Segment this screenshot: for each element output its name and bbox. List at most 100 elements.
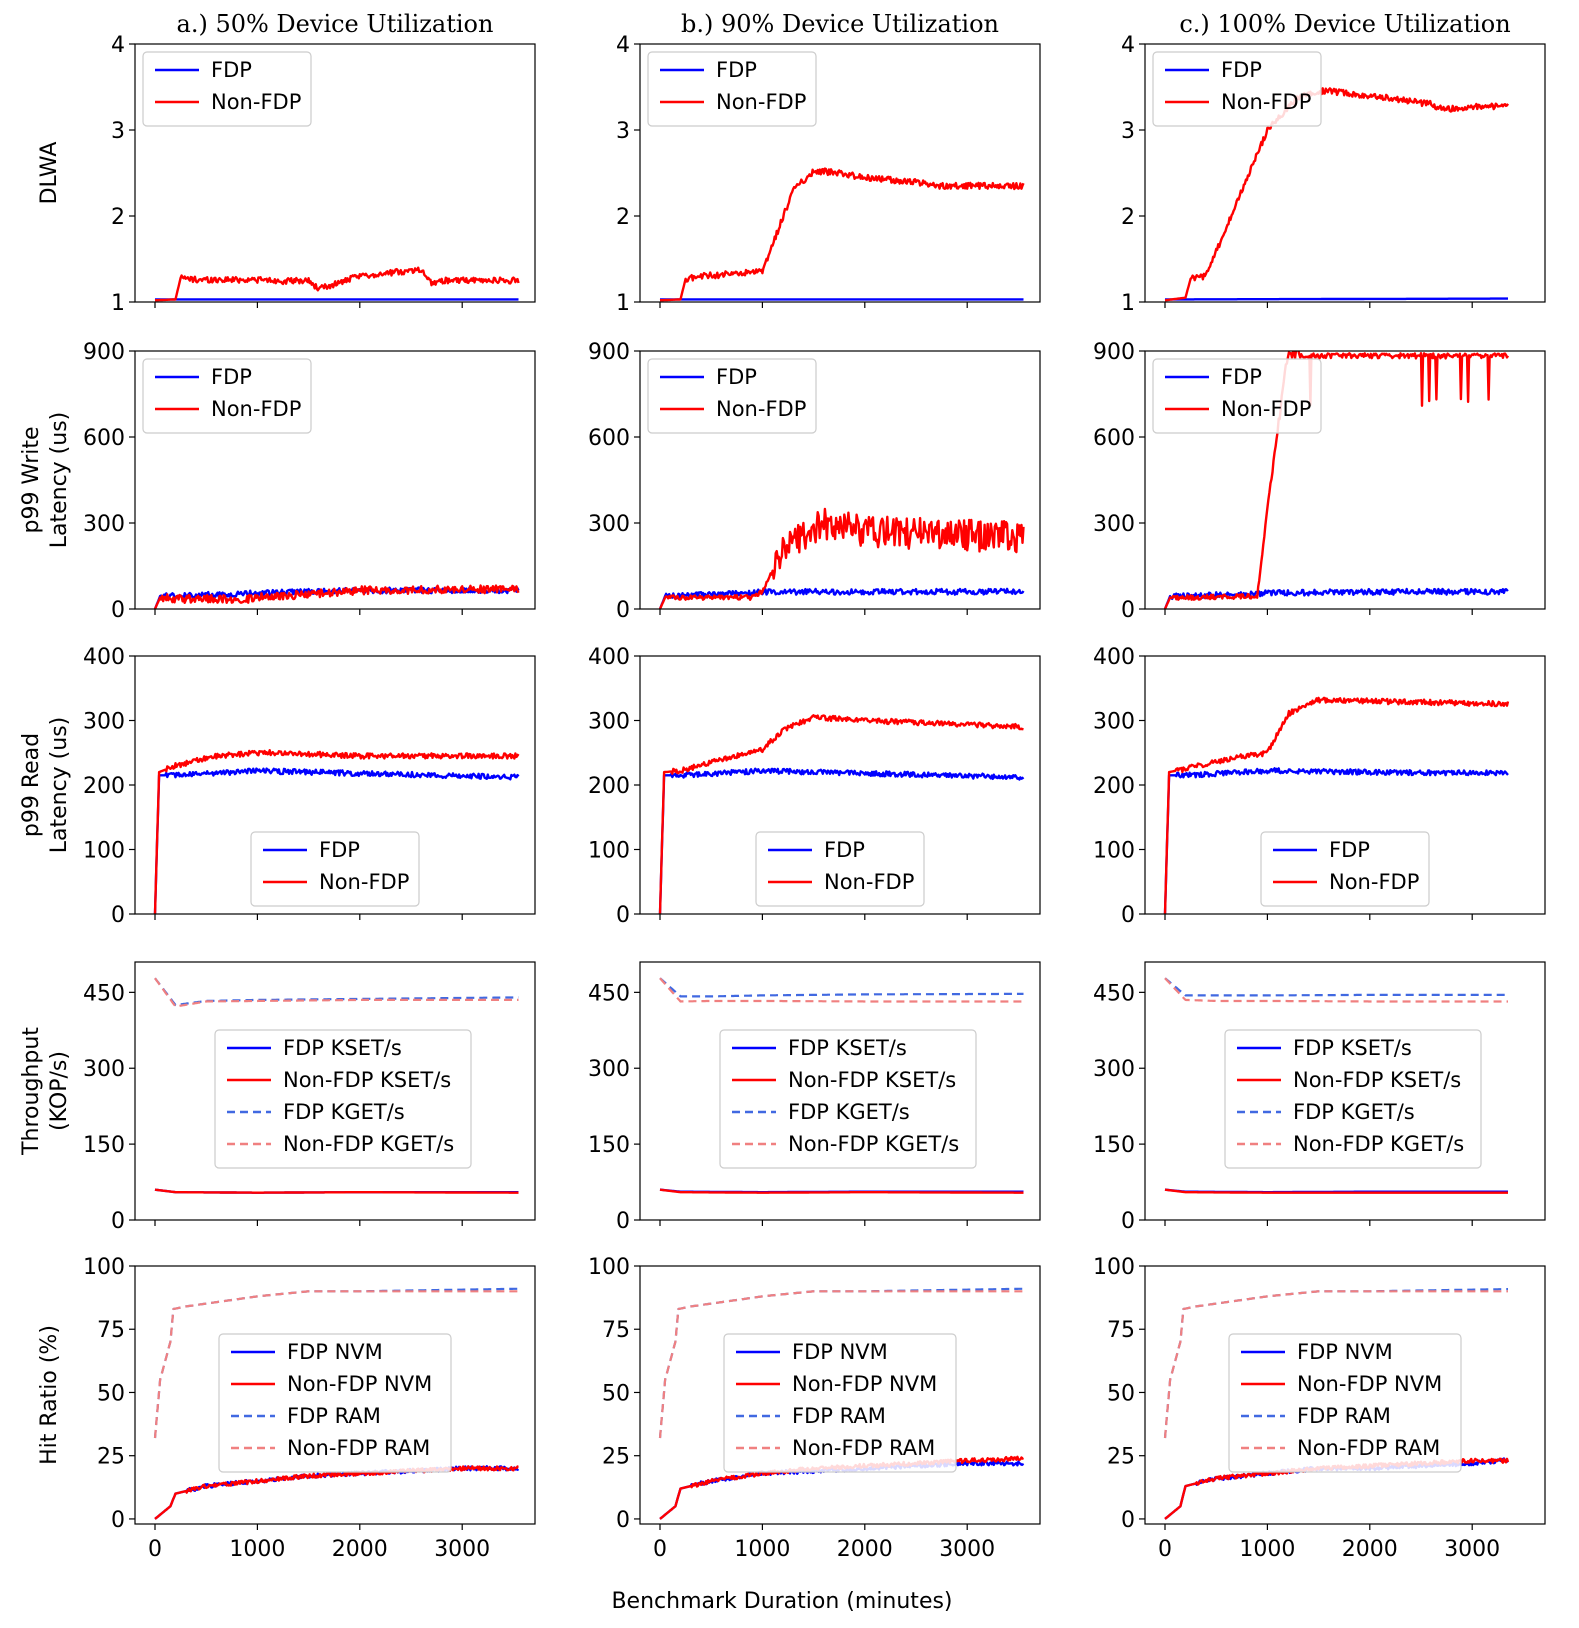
panel-write-2: 0 300 600 900 FDP Non-FDP (588, 340, 1041, 623)
legend: FDP KSET/s Non-FDP KSET/s FDP KGET/s Non-FD… (1224, 1029, 1482, 1169)
y-tick-label: 100 (588, 1255, 630, 1280)
series-line-non-fdp-kset-s (1164, 1188, 1509, 1194)
legend: FDP KSET/s Non-FDP KSET/s FDP KGET/s Non-FD… (719, 1029, 977, 1169)
legend-box (214, 1029, 472, 1169)
panel-dlwa-1: 1 2 3 4 FDP Non-FDP (111, 33, 536, 316)
x-tick-label: 0 (1158, 1537, 1172, 1562)
y-tick-label: 150 (1093, 1133, 1135, 1158)
legend-label: FDP KSET/s (1293, 1036, 1412, 1060)
legend-label: Non-FDP RAM (792, 1436, 935, 1460)
legend: FDP Non-FDP (1152, 358, 1322, 434)
y-tick-label: 1 (616, 291, 630, 316)
x-tick-label: 1000 (229, 1537, 285, 1562)
y-tick-label: 200 (588, 774, 630, 799)
legend-label: Non-FDP KGET/s (283, 1132, 454, 1156)
series-line-non-fdp-kset-s (659, 1188, 1024, 1194)
legend-label: FDP KSET/s (283, 1036, 402, 1060)
y-tick-label: 0 (111, 903, 125, 928)
series-group (1164, 87, 1509, 302)
legend-label: Non-FDP NVM (792, 1372, 937, 1396)
series-line-fdp-kget-s (659, 977, 1024, 998)
y-tick-label: 1 (1121, 291, 1135, 316)
y-tick-label: 300 (1093, 710, 1135, 735)
panel-dlwa-2: 1 2 3 4 FDP Non-FDP (616, 33, 1041, 316)
plot-frame (1144, 1265, 1546, 1525)
legend-label: Non-FDP RAM (287, 1436, 430, 1460)
y-tick-label: 50 (1107, 1381, 1135, 1406)
x-tick-label: 2000 (332, 1537, 388, 1562)
series-line-non-fdp-kget-s (154, 977, 519, 1008)
panel-read-2: 0 100 200 300 400 FDP Non-FDP (588, 645, 1041, 928)
series-group (659, 167, 1025, 302)
series-group (1164, 977, 1509, 1194)
legend: FDP Non-FDP (647, 51, 817, 127)
legend-label: FDP (716, 58, 757, 82)
y-axis-label: p99 Write Latency (us) (19, 412, 72, 549)
y-tick-label: 100 (1093, 1255, 1135, 1280)
series-line-non-fdp-kget-s (659, 977, 1024, 1003)
series-group (658, 714, 1025, 914)
plot-frame (1144, 43, 1546, 303)
y-tick-label: 4 (616, 33, 630, 58)
plot-frame (639, 350, 1041, 610)
y-tick-label: 75 (97, 1318, 125, 1343)
legend-label: Non-FDP NVM (287, 1372, 432, 1396)
x-tick-label: 3000 (1444, 1537, 1500, 1562)
y-tick-label: 300 (1093, 1057, 1135, 1082)
legend-label: Non-FDP (1221, 397, 1311, 421)
y-tick-label: 0 (1121, 1209, 1135, 1234)
x-tick-label: 2000 (837, 1537, 893, 1562)
series-line-fdp (153, 767, 520, 914)
x-tick-label: 3000 (939, 1537, 995, 1562)
x-tick-label: 3000 (434, 1537, 490, 1562)
y-tick-label: 300 (83, 710, 125, 735)
series-line-non-fdp (153, 749, 520, 914)
legend-label: Non-FDP (319, 870, 409, 894)
y-axis-label-line: (KOP/s) (47, 1051, 72, 1131)
series-line-non-fdp (1163, 351, 1510, 609)
series-line-fdp-kget-s (1164, 977, 1509, 997)
y-tick-label: 100 (588, 839, 630, 864)
series-line-fdp (1164, 297, 1509, 301)
legend-label: Non-FDP (824, 870, 914, 894)
panel-write-1: 0 300 600 900 FDP Non-FDP (83, 340, 536, 623)
legend-label: FDP NVM (792, 1340, 888, 1364)
legend-label: FDP (1329, 838, 1370, 862)
series-line-non-fdp (658, 714, 1024, 914)
y-tick-label: 4 (1121, 33, 1135, 58)
y-tick-label: 2 (616, 205, 630, 230)
legend: FDP Non-FDP (647, 358, 817, 434)
y-tick-label: 150 (588, 1133, 630, 1158)
legend-label: Non-FDP NVM (1297, 1372, 1442, 1396)
legend: FDP Non-FDP (142, 358, 312, 434)
panel-dlwa-3: 1 2 3 4 FDP Non-FDP (1121, 33, 1546, 316)
y-axis-label: DLWA (37, 142, 62, 205)
panel-read-1: 0 100 200 300 400 FDP Non-FDP (83, 645, 536, 928)
y-tick-label: 100 (1093, 839, 1135, 864)
y-axis-label: Throughput (KOP/s) (19, 1027, 72, 1156)
y-axis-label-line: Latency (us) (47, 717, 72, 854)
x-tick-label: 0 (148, 1537, 162, 1562)
y-tick-label: 100 (83, 1255, 125, 1280)
y-tick-label: 75 (602, 1318, 630, 1343)
legend-label: Non-FDP (211, 397, 301, 421)
y-tick-label: 400 (1093, 645, 1135, 670)
series-line-non-fdp-nvm (154, 1465, 519, 1520)
legend-label: Non-FDP KSET/s (1293, 1068, 1461, 1092)
column-title: b.) 90% Device Utilization (681, 10, 999, 38)
legend-box (1224, 1029, 1482, 1169)
y-tick-label: 900 (1093, 340, 1135, 365)
y-axis-label-line: Latency (us) (47, 412, 72, 549)
y-tick-label: 300 (588, 1057, 630, 1082)
series-line-non-fdp (1164, 87, 1509, 302)
series-line-non-fdp-ram (1163, 1290, 1509, 1439)
series-line-non-fdp (659, 167, 1025, 302)
series-group (1163, 696, 1510, 914)
series-group (1163, 351, 1510, 609)
legend-label: Non-FDP KGET/s (1293, 1132, 1464, 1156)
legend-label: FDP (824, 838, 865, 862)
y-tick-label: 200 (1093, 774, 1135, 799)
plot-frame (639, 961, 1041, 1221)
